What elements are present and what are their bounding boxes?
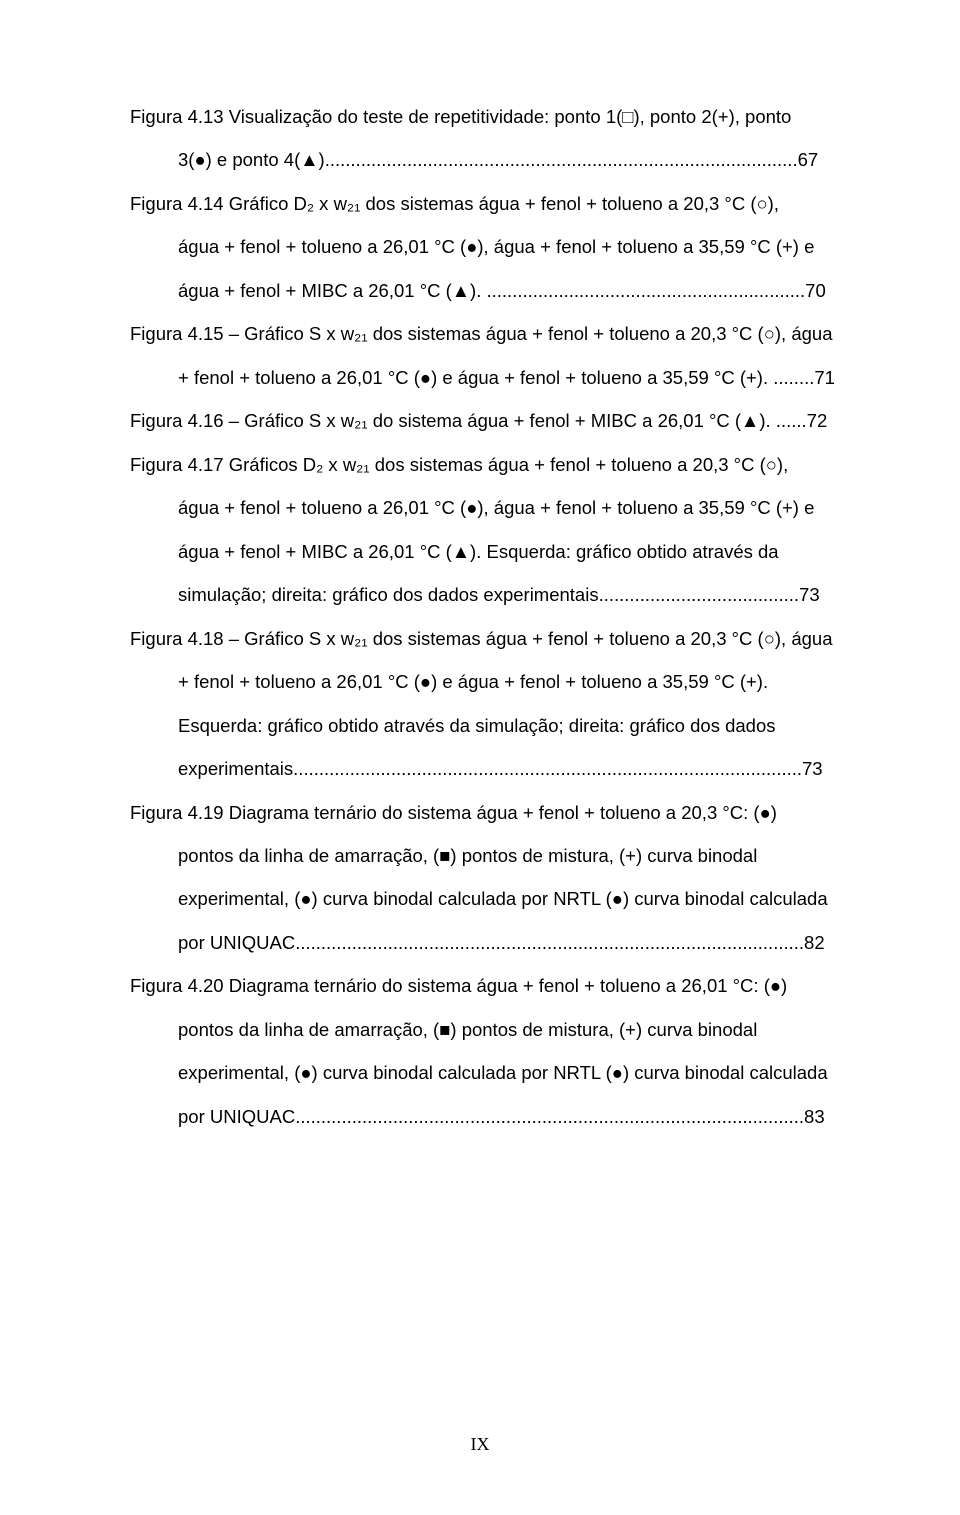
entry-first-line: Figura 4.18 – Gráfico S x w₂₁ dos sistem… xyxy=(130,617,845,660)
entry-continuation-line: Esquerda: gráfico obtido através da simu… xyxy=(130,704,845,747)
entry-continuation-line: + fenol + tolueno a 26,01 °C (●) e água … xyxy=(130,660,845,703)
figure-entry: Figura 4.16 – Gráfico S x w₂₁ do sistema… xyxy=(130,399,845,442)
entry-first-line: Figura 4.16 – Gráfico S x w₂₁ do sistema… xyxy=(130,399,845,442)
figure-entry: Figura 4.14 Gráfico D₂ x w₂₁ dos sistema… xyxy=(130,182,845,312)
entry-first-line: Figura 4.17 Gráficos D₂ x w₂₁ dos sistem… xyxy=(130,443,845,486)
entry-first-line: Figura 4.20 Diagrama ternário do sistema… xyxy=(130,964,845,1007)
figure-entry: Figura 4.17 Gráficos D₂ x w₂₁ dos sistem… xyxy=(130,443,845,617)
entry-continuation-line: + fenol + tolueno a 26,01 °C (●) e água … xyxy=(130,356,845,399)
entry-continuation-line: simulação; direita: gráfico dos dados ex… xyxy=(130,573,845,616)
entry-continuation-line: experimental, (●) curva binodal calculad… xyxy=(130,1051,845,1094)
entry-continuation-line: água + fenol + MIBC a 26,01 °C (▲). Esqu… xyxy=(130,530,845,573)
entry-first-line: Figura 4.14 Gráfico D₂ x w₂₁ dos sistema… xyxy=(130,182,845,225)
entry-continuation-line: pontos da linha de amarração, (■) pontos… xyxy=(130,834,845,877)
entry-first-line: Figura 4.13 Visualização do teste de rep… xyxy=(130,95,845,138)
entry-continuation-line: 3(●) e ponto 4(▲).......................… xyxy=(130,138,845,181)
figure-entry: Figura 4.20 Diagrama ternário do sistema… xyxy=(130,964,845,1138)
entry-first-line: Figura 4.15 – Gráfico S x w₂₁ dos sistem… xyxy=(130,312,845,355)
entry-continuation-line: por UNIQUAC.............................… xyxy=(130,921,845,964)
entry-continuation-line: água + fenol + MIBC a 26,01 °C (▲). ....… xyxy=(130,269,845,312)
figure-list: Figura 4.13 Visualização do teste de rep… xyxy=(130,95,845,1138)
entry-continuation-line: água + fenol + tolueno a 26,01 °C (●), á… xyxy=(130,486,845,529)
figure-entry: Figura 4.15 – Gráfico S x w₂₁ dos sistem… xyxy=(130,312,845,399)
figure-entry: Figura 4.19 Diagrama ternário do sistema… xyxy=(130,791,845,965)
page-container: Figura 4.13 Visualização do teste de rep… xyxy=(0,0,960,1515)
entry-continuation-line: por UNIQUAC.............................… xyxy=(130,1095,845,1138)
entry-first-line: Figura 4.19 Diagrama ternário do sistema… xyxy=(130,791,845,834)
entry-continuation-line: água + fenol + tolueno a 26,01 °C (●), á… xyxy=(130,225,845,268)
entry-continuation-line: experimentais...........................… xyxy=(130,747,845,790)
page-number: IX xyxy=(0,1434,960,1455)
entry-continuation-line: experimental, (●) curva binodal calculad… xyxy=(130,877,845,920)
figure-entry: Figura 4.13 Visualização do teste de rep… xyxy=(130,95,845,182)
figure-entry: Figura 4.18 – Gráfico S x w₂₁ dos sistem… xyxy=(130,617,845,791)
entry-continuation-line: pontos da linha de amarração, (■) pontos… xyxy=(130,1008,845,1051)
